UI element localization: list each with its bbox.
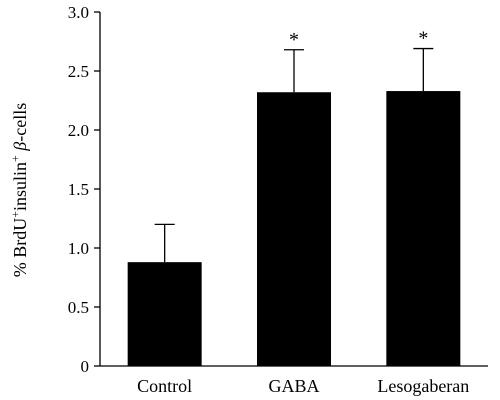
y-tick-label: 2.0	[68, 121, 89, 140]
y-label-mid: insulin	[10, 162, 30, 211]
category-labels: Control GABA Lesogaberan	[137, 376, 469, 396]
significance-markers: * *	[289, 28, 428, 51]
y-tick-label: 1.5	[68, 180, 89, 199]
bar	[386, 91, 461, 366]
y-label-suffix: -cells	[10, 103, 30, 142]
y-tick-label: 0	[81, 357, 90, 376]
bars	[127, 91, 461, 367]
bar	[127, 262, 202, 366]
y-label-prefix: % BrdU	[10, 218, 30, 278]
category-label: Control	[137, 376, 192, 396]
y-axis: 0 0.5 1.0 1.5 2.0 2.5 3.0	[68, 3, 101, 376]
y-label-greek: β	[10, 142, 30, 156]
y-tick-label: 0.5	[68, 298, 89, 317]
category-label: Lesogaberan	[377, 376, 469, 396]
y-label-sup1: +	[8, 211, 22, 218]
significance-marker: *	[289, 29, 299, 51]
error-bars	[154, 47, 434, 263]
category-label: GABA	[268, 376, 319, 396]
bar	[257, 92, 331, 367]
y-tick-label: 3.0	[68, 3, 89, 22]
significance-marker: *	[418, 28, 428, 50]
y-tick-label: 1.0	[68, 239, 89, 258]
y-axis-label: % BrdU+insulin+ β-cells	[8, 103, 30, 278]
y-label-sup2: +	[8, 155, 22, 162]
y-tick-label: 2.5	[68, 62, 89, 81]
